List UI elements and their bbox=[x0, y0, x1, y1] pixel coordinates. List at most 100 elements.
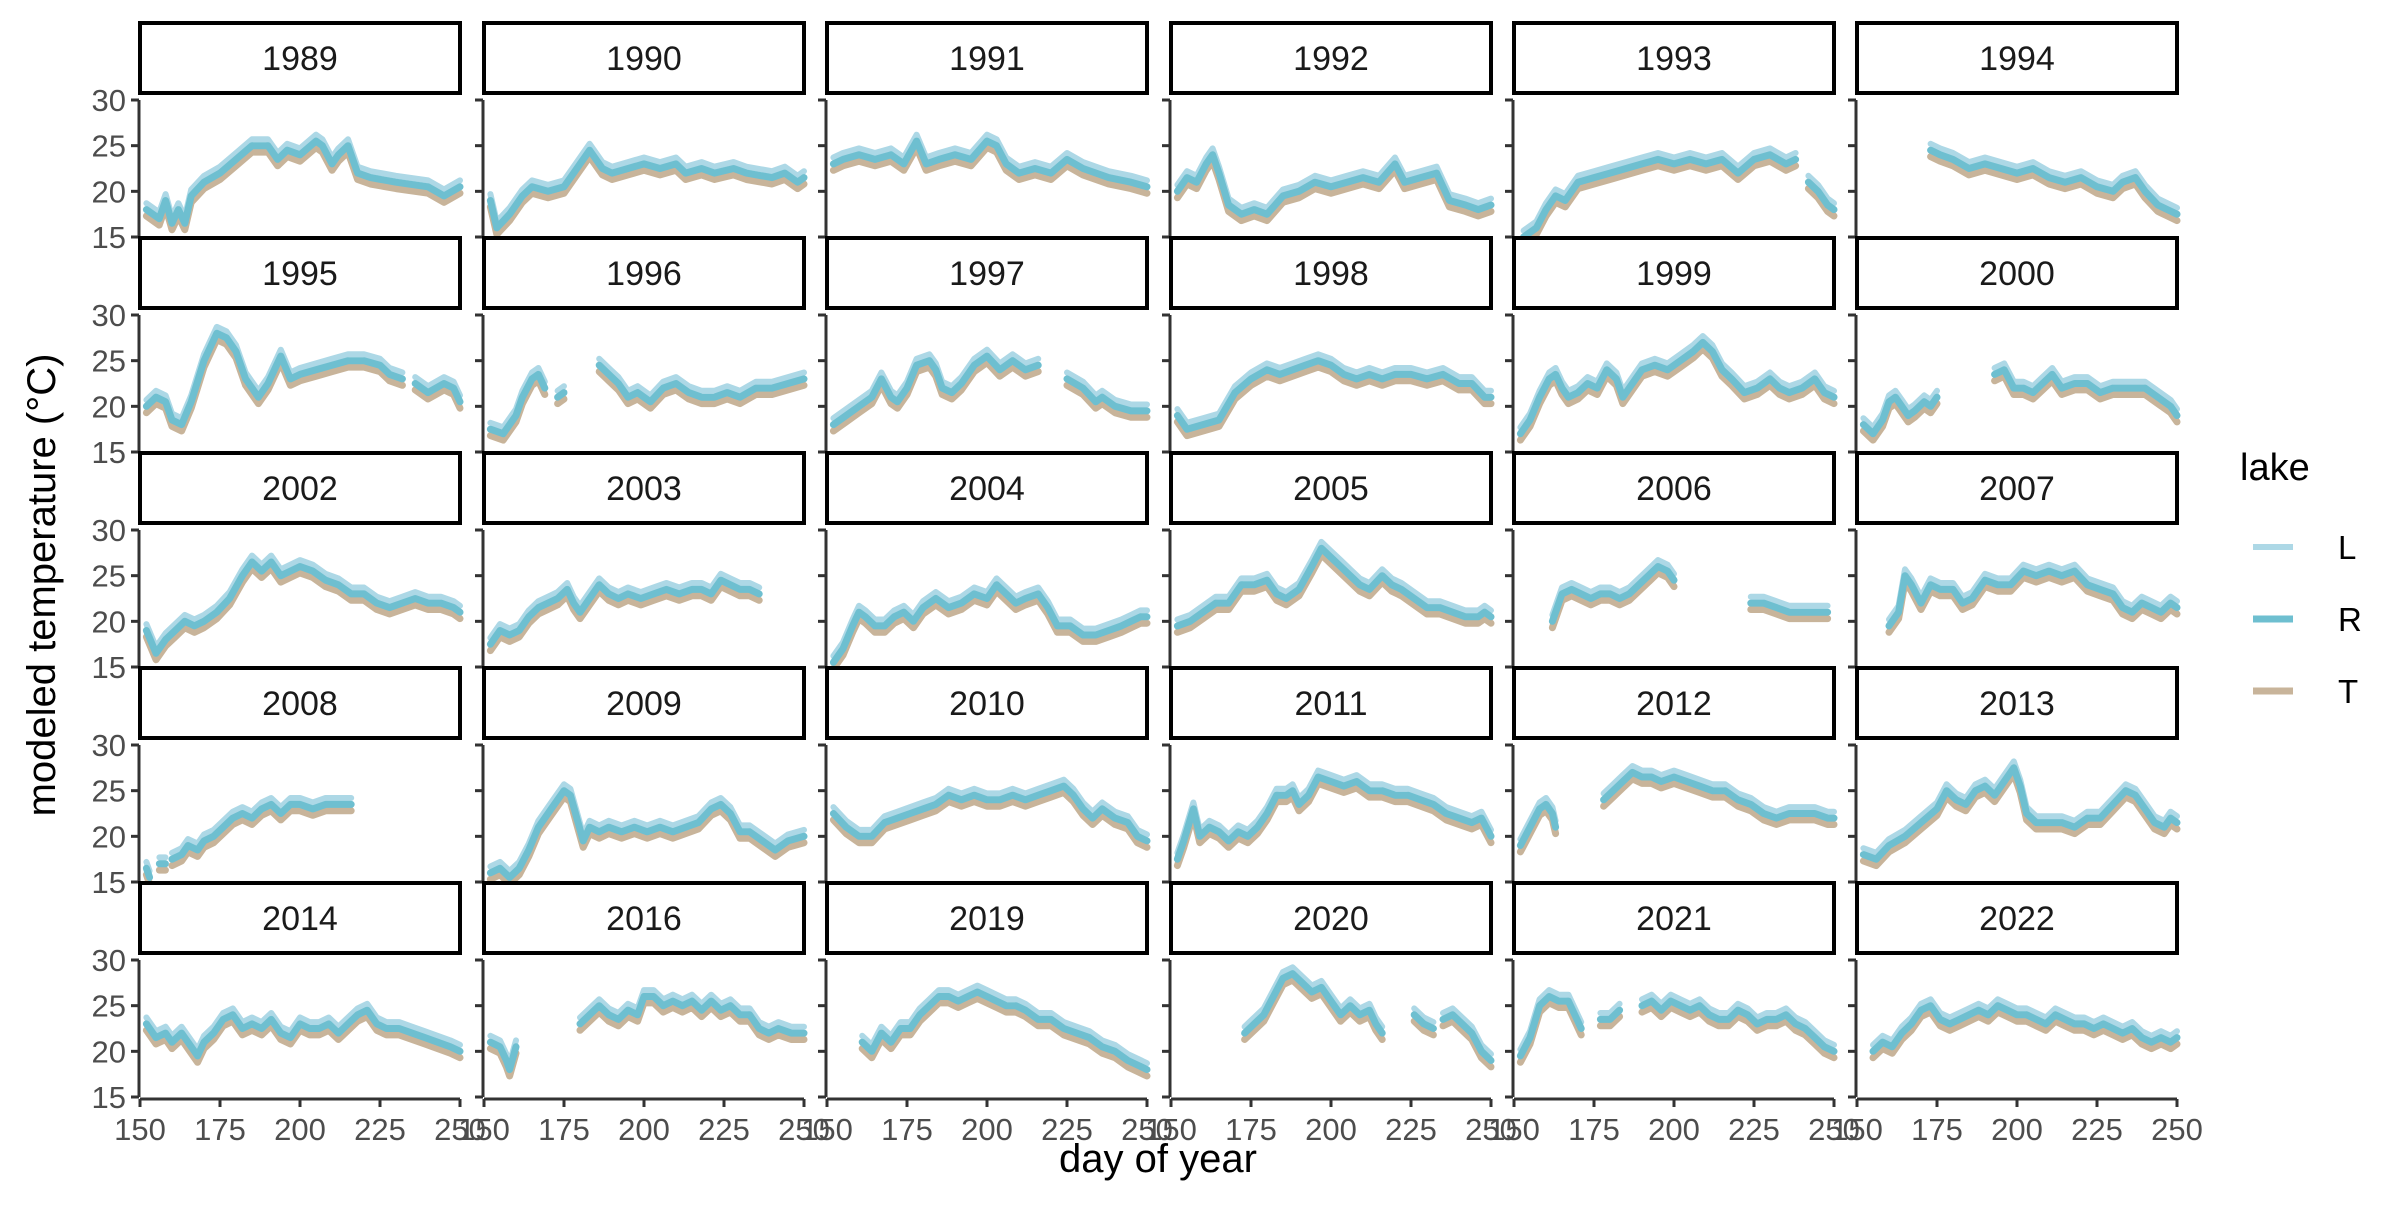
facet-panel-2020: 2020 150 175 200 225 250 bbox=[1145, 881, 1517, 1147]
series-line-L bbox=[1860, 387, 1940, 431]
facet-strip-1996 bbox=[482, 236, 806, 310]
series-line-R bbox=[1548, 563, 1678, 625]
series-line-L bbox=[830, 776, 1150, 838]
y-axis-title: modeled temperature (°C) bbox=[20, 354, 64, 817]
series-line-L bbox=[143, 1000, 463, 1053]
facet-strip-2006 bbox=[1512, 451, 1836, 525]
series-line-R bbox=[1241, 970, 1386, 1037]
facet-strip-label: 2012 bbox=[1636, 685, 1712, 723]
series-line-L bbox=[859, 982, 1150, 1067]
facet-panel-2010: 2010 bbox=[818, 666, 1151, 884]
facet-strip-label: 2009 bbox=[606, 685, 682, 723]
facet-strip-label: 2020 bbox=[1293, 900, 1369, 938]
facet-panel-1996: 1996 bbox=[475, 236, 808, 454]
series-line-R bbox=[595, 361, 808, 406]
series-line-R bbox=[486, 146, 808, 232]
facet-strip-label: 1997 bbox=[949, 255, 1025, 293]
series-line-R bbox=[486, 1038, 520, 1074]
series-line-R bbox=[142, 864, 154, 881]
legend-label-T: T bbox=[2338, 673, 2358, 710]
series-line-L bbox=[830, 575, 1150, 659]
series-line-T bbox=[858, 994, 1151, 1080]
y-tick-label: 15 bbox=[92, 220, 126, 255]
facet-panel-2014: 2014 15 20 25 30 150 175 200 225 250 bbox=[92, 881, 486, 1147]
series-line-T bbox=[1439, 1017, 1495, 1071]
legend: LRT bbox=[2253, 529, 2362, 710]
facet-strip-label: 2010 bbox=[949, 685, 1025, 723]
y-tick-label: 15 bbox=[92, 435, 126, 470]
facet-strip-label: 2004 bbox=[949, 470, 1025, 508]
series-line-R bbox=[411, 380, 464, 406]
series-line-L bbox=[1927, 140, 2180, 211]
series-line-R bbox=[576, 993, 808, 1037]
facet-strip-label: 1992 bbox=[1293, 40, 1369, 78]
series-line-L bbox=[1747, 593, 1831, 609]
series-line-R bbox=[1885, 567, 2181, 630]
facet-strip-2019 bbox=[825, 881, 1149, 955]
facet-strip-label: 2007 bbox=[1979, 470, 2055, 508]
series-line-R bbox=[1869, 1002, 2181, 1055]
facet-strip-2004 bbox=[825, 451, 1149, 525]
series-line-R bbox=[1600, 768, 1838, 822]
series-line-R bbox=[1859, 393, 1941, 438]
facet-strip-2010 bbox=[825, 666, 1149, 740]
series-line-R bbox=[1804, 178, 1838, 214]
facet-panel-1992: 1992 bbox=[1162, 21, 1495, 239]
y-tick-label: 25 bbox=[92, 559, 126, 594]
x-tick-label: 150 bbox=[1145, 1112, 1197, 1147]
facet-strip-1998 bbox=[1169, 236, 1493, 310]
y-tick-label: 20 bbox=[92, 604, 126, 639]
series-line-L bbox=[487, 140, 807, 225]
y-tick-label: 15 bbox=[92, 650, 126, 685]
series-line-R bbox=[1516, 800, 1560, 849]
series-line-L bbox=[143, 323, 406, 422]
x-tick-label: 225 bbox=[1728, 1112, 1780, 1147]
y-tick-label: 20 bbox=[92, 819, 126, 854]
series-line-T bbox=[1600, 775, 1838, 828]
legend-label-L: L bbox=[2338, 529, 2356, 566]
series-line-L bbox=[1411, 1005, 1437, 1026]
facet-strip-label: 2014 bbox=[262, 900, 338, 938]
facet-panel-2013: 2013 bbox=[1848, 666, 2181, 884]
facet-panel-2012: 2012 bbox=[1505, 666, 1838, 884]
series-line-L bbox=[1870, 996, 2180, 1048]
facet-strip-label: 2022 bbox=[1979, 900, 2055, 938]
y-tick-label: 25 bbox=[92, 774, 126, 809]
facet-strip-2022 bbox=[1855, 881, 2179, 955]
facet-panel-2008: 2008 15 20 25 30 bbox=[92, 666, 462, 900]
series-line-T bbox=[829, 789, 1151, 851]
series-line-T bbox=[486, 583, 763, 655]
series-line-R bbox=[1638, 997, 1838, 1055]
facet-strip-2013 bbox=[1855, 666, 2179, 740]
x-tick-label: 175 bbox=[1911, 1112, 1963, 1147]
series-line-R bbox=[829, 782, 1151, 845]
series-line-R bbox=[829, 352, 1042, 429]
x-tick-label: 200 bbox=[274, 1112, 326, 1147]
facet-panel-2009: 2009 bbox=[475, 666, 808, 888]
facet-panel-2007: 2007 bbox=[1848, 451, 2181, 669]
series-line-T bbox=[142, 564, 464, 664]
facet-panel-1991: 1991 bbox=[818, 21, 1151, 239]
y-tick-label: 30 bbox=[92, 298, 126, 333]
series-line-T bbox=[142, 1013, 464, 1066]
facet-panel-2021: 2021 150 175 200 225 250 bbox=[1488, 881, 1860, 1147]
series-line-R bbox=[1063, 375, 1151, 415]
series-line-T bbox=[1173, 779, 1495, 870]
series-line-R bbox=[1173, 544, 1495, 630]
series-line-T bbox=[554, 395, 568, 408]
facet-strip-1989 bbox=[138, 21, 462, 95]
series-line-T bbox=[1173, 551, 1495, 636]
x-tick-label: 175 bbox=[194, 1112, 246, 1147]
facet-strip-2016 bbox=[482, 881, 806, 955]
x-tick-label: 250 bbox=[2151, 1112, 2203, 1147]
series-line-T bbox=[486, 153, 808, 238]
y-tick-label: 20 bbox=[92, 389, 126, 424]
series-line-R bbox=[486, 370, 549, 438]
facet-panel-1994: 1994 bbox=[1848, 21, 2181, 239]
facet-strip-2008 bbox=[138, 666, 462, 740]
facet-panel-2006: 2006 bbox=[1505, 451, 1836, 669]
series-line-R bbox=[1747, 599, 1832, 616]
x-tick-label: 150 bbox=[1831, 1112, 1883, 1147]
series-line-L bbox=[143, 131, 463, 220]
series-line-L bbox=[577, 987, 807, 1030]
